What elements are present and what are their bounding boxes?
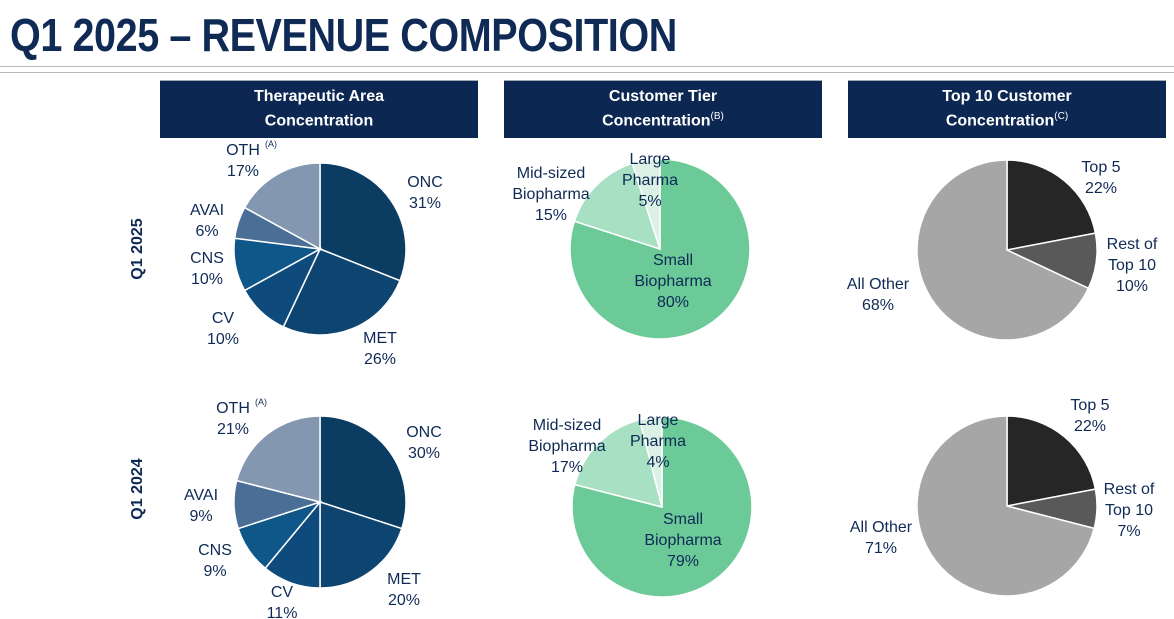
title-divider-bottom xyxy=(0,72,1174,73)
slice-label-oth: OTH 17% xyxy=(226,142,260,180)
header-line2: Concentration xyxy=(945,112,1055,130)
title-divider-top xyxy=(0,66,1174,67)
pie-chart-top-10-customer-concentration-q1-2025: Top 5 22% Rest of Top 10 10% All Other 68% xyxy=(847,159,1158,341)
header-line1: Top 10 Customer xyxy=(942,88,1072,106)
header-line2: Concentration xyxy=(264,112,374,130)
slice-label-rest-of-top-10: Rest of Top 10 7% xyxy=(1104,481,1155,540)
pie-slice-onc xyxy=(319,162,407,282)
slice-label-footnote: (A) xyxy=(265,139,277,149)
slice-label-cns: CNS 10% xyxy=(190,250,224,288)
header-line1: Therapeutic Area xyxy=(253,88,385,106)
slice-label-large-pharma: Large Pharma 5% xyxy=(622,151,678,210)
pie-slice-oth xyxy=(243,162,321,251)
pie-chart-customer-tier-concentration-q1-2024: Small Biopharma 79% Mid-sized Biopharma 17% La… xyxy=(528,412,753,598)
header-therapeutic-area: Therapeutic Area Concentration xyxy=(160,80,478,138)
pie-slice-met xyxy=(282,248,401,336)
header-footnote: (B) xyxy=(710,111,724,123)
slice-label-met: MET 26% xyxy=(363,330,397,368)
header-top10-customer: Top 10 Customer Concentration(C) xyxy=(848,80,1166,138)
slice-label-footnote: (A) xyxy=(255,397,267,407)
slice-label-cns: CNS 9% xyxy=(198,542,232,580)
pie-slice-top-5 xyxy=(1006,159,1097,251)
slice-label-onc: ONC 31% xyxy=(407,174,443,212)
pie-slice-oth xyxy=(235,415,321,503)
header-line2: Concentration xyxy=(602,112,711,130)
slice-label-met: MET 20% xyxy=(387,571,421,609)
slice-label-top-5: Top 5 22% xyxy=(1081,159,1120,197)
slice-label-all-other: All Other 68% xyxy=(847,276,910,314)
pie-chart-therapeutic-area-concentration-q1-2025: ONC 31% MET 26% CV 10% CNS 10% AVAI 6%OTH 17% (A) xyxy=(190,139,443,368)
pie-slice-mid-sized-biopharma xyxy=(573,418,664,509)
pie-slice-all-other xyxy=(916,159,1090,341)
pie-chart-therapeutic-area-concentration-q1-2024: ONC 30% MET 20% CV 11% CNS 9% AVAI 9% OTH 21% (A) xyxy=(184,397,442,619)
slice-label-cv: CV 11% xyxy=(267,584,298,619)
slice-label-small-biopharma: Small Biopharma 79% xyxy=(644,511,721,570)
slice-label-avai: AVAI 6% xyxy=(190,202,224,240)
pie-slice-top-5 xyxy=(1006,415,1097,507)
slice-label-onc: ONC 30% xyxy=(406,424,442,462)
slice-label-cv: CV 10% xyxy=(207,310,239,348)
slice-label-all-other: All Other 71% xyxy=(850,519,913,557)
pie-chart-top-10-customer-concentration-q1-2024: Top 5 22% Rest of Top 10 7% All Other 71% xyxy=(850,397,1155,597)
pie-chart-customer-tier-concentration-q1-2025: Small Biopharma 80% Mid-sized Biopharma 15% La… xyxy=(512,151,751,340)
pie-slice-large-pharma xyxy=(631,158,661,250)
slice-label-top-5: Top 5 22% xyxy=(1070,397,1109,435)
slice-label-mid-sized-biopharma: Mid-sized Biopharma 15% xyxy=(512,165,589,224)
slice-label-avai: AVAI 9% xyxy=(184,487,218,525)
pie-slice-met xyxy=(319,500,403,589)
header-line1: Customer Tier xyxy=(608,88,718,106)
slice-label-oth: OTH 21% xyxy=(216,400,250,438)
slice-label-large-pharma: Large Pharma 4% xyxy=(630,412,686,471)
slice-label-mid-sized-biopharma: Mid-sized Biopharma 17% xyxy=(528,417,605,476)
page-title: Q1 2025 – REVENUE COMPOSITION xyxy=(10,9,677,61)
pie-slice-all-other xyxy=(916,415,1096,597)
pie-slice-onc xyxy=(319,415,407,530)
slice-label-small-biopharma: Small Biopharma 80% xyxy=(634,252,711,311)
slice-label-rest-of-top-10: Rest of Top 10 10% xyxy=(1107,236,1158,295)
header-footnote: (C) xyxy=(1054,111,1069,123)
header-customer-tier: Customer Tier Concentration(B) xyxy=(504,80,822,138)
pie-slice-large-pharma xyxy=(638,416,663,508)
